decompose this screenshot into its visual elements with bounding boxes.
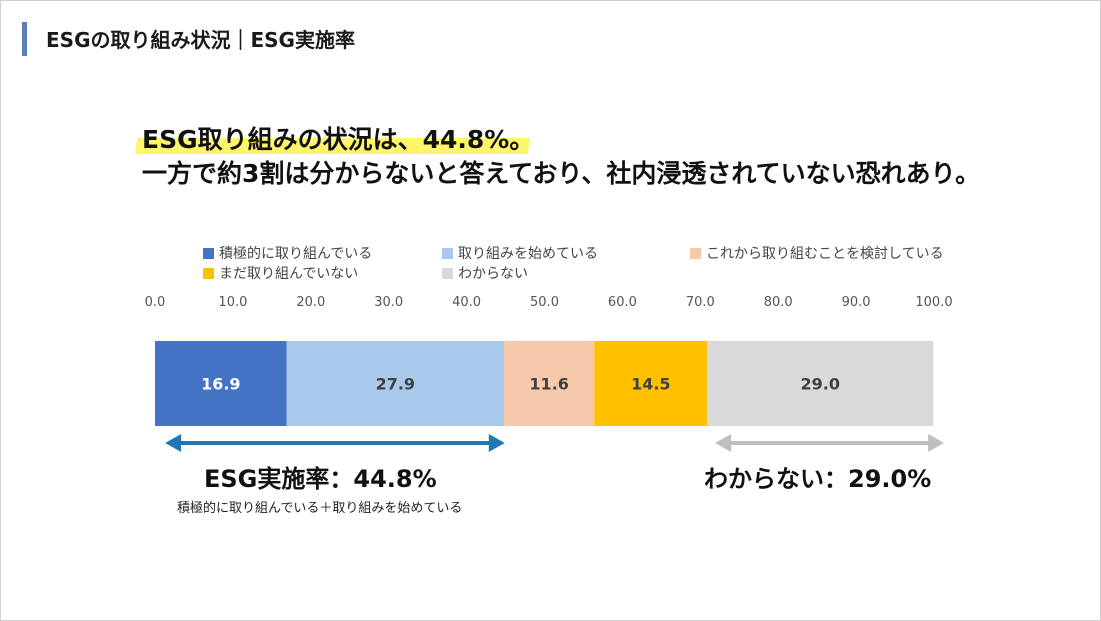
bar-segment	[503, 341, 595, 426]
legend-label: 積極的に取り組んでいる	[219, 246, 373, 262]
dont-know-annotation: わからない：29.0%	[704, 465, 932, 493]
header-accent-bar	[22, 22, 27, 56]
dont-know-arrow-head-right	[928, 434, 945, 452]
x-tick-label: 20.0	[296, 295, 325, 310]
x-tick-label: 40.0	[452, 295, 481, 310]
x-tick-label: 10.0	[218, 295, 247, 310]
legend-item-started: 取り組みを始めている	[442, 243, 598, 263]
esg-rate-annotation: ESG実施率：44.8%	[204, 465, 437, 493]
dont-know-arrow-head-left	[715, 434, 732, 452]
legend-item-not-yet: まだ取り組んでいない	[203, 263, 358, 283]
legend-item-actively-working: 積極的に取り組んでいる	[203, 243, 372, 263]
x-tick-label: 80.0	[764, 295, 793, 310]
legend-item-considering: これから取り組むことを検討している	[690, 243, 944, 263]
bar-data-label: 14.5	[631, 375, 670, 394]
legend-label: わからない	[458, 266, 528, 282]
esg-rate-arrow-head-right	[488, 434, 505, 452]
bar-segment	[594, 341, 708, 426]
bar-data-label: 29.0	[801, 375, 840, 394]
bar-data-label: 11.6	[529, 375, 568, 394]
bar-segment	[707, 341, 934, 426]
legend-swatch	[442, 247, 453, 259]
legend-label: 取り組みを始めている	[458, 246, 598, 262]
legend-swatch	[442, 267, 453, 279]
bar-data-label: 27.9	[376, 375, 415, 394]
x-tick-label: 60.0	[608, 295, 637, 310]
x-tick-label: 0.0	[145, 295, 166, 310]
legend-label: これから取り組むことを検討している	[706, 246, 944, 262]
legend-swatch	[203, 247, 214, 259]
legend-swatch	[690, 247, 701, 259]
x-tick-label: 30.0	[374, 295, 403, 310]
legend-item-dont-know: わからない	[442, 263, 528, 283]
esg-rate-subtitle: 積極的に取り組んでいる＋取り組みを始めている	[177, 501, 463, 516]
page-title: ESGの取り組み状況｜ESG実施率	[46, 28, 355, 52]
x-tick-label: 100.0	[915, 295, 952, 310]
bar-segment	[155, 341, 287, 426]
x-tick-label: 50.0	[530, 295, 559, 310]
x-tick-label: 70.0	[686, 295, 715, 310]
legend-label: まだ取り組んでいない	[219, 266, 359, 282]
headline-line-2: 一方で約3割は分からないと答えており、社内浸透されていない恐れあり。	[142, 159, 981, 188]
bar-segment	[286, 341, 504, 426]
esg-rate-arrow-head-left	[165, 434, 182, 452]
headline-line-1: ESG取り組みの状況は、44.8%。	[142, 125, 535, 154]
x-tick-label: 90.0	[842, 295, 871, 310]
bar-data-label: 16.9	[201, 375, 240, 394]
legend-swatch	[203, 267, 214, 279]
